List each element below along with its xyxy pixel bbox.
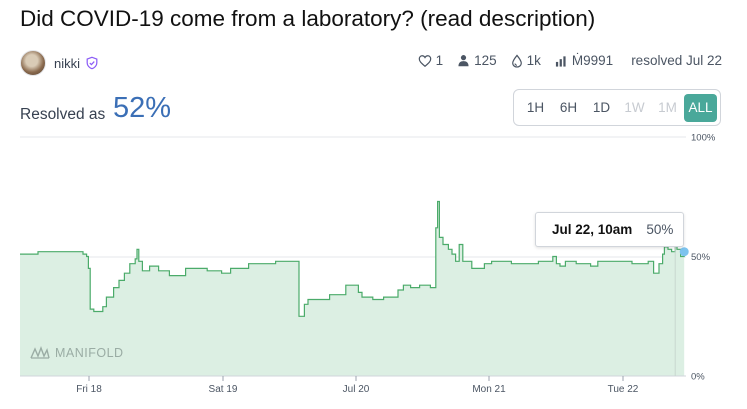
x-tick-label: Mon 21 [472, 384, 506, 395]
tooltip-date: Jul 22, 10am [552, 222, 633, 237]
resolution-value: 52% [113, 92, 172, 124]
range-all-button[interactable]: ALL [684, 93, 717, 122]
volume-amount: Ṁ9991 [571, 53, 614, 68]
resolved-date: resolved Jul 22 [631, 53, 722, 68]
stats-bar: 1 125 1k Ṁ9991 resolved Jul 22 [404, 53, 722, 68]
heart-icon [418, 54, 431, 67]
resolution-label: Resolved as [20, 106, 106, 123]
range-1w-button: 1W [624, 100, 645, 115]
author-name[interactable]: nikki [54, 55, 81, 71]
tooltip-value: 50% [646, 222, 674, 237]
y-tick-label: 50% [691, 252, 711, 263]
volume-stat: Ṁ9991 [555, 53, 613, 68]
manifold-watermark: MANIFOLD [30, 346, 124, 360]
shield-check-icon [86, 56, 98, 70]
liquidity-stat: 1k [511, 53, 541, 68]
range-1m-button: 1M [658, 100, 677, 115]
x-tick-label: Fri 18 [76, 384, 102, 395]
x-tick-label: Jul 20 [343, 384, 370, 395]
x-tick-label: Sat 19 [209, 384, 238, 395]
author-info[interactable]: nikki [20, 50, 99, 76]
x-tick-label: Tue 22 [608, 384, 639, 395]
watermark-text: MANIFOLD [55, 346, 124, 360]
manifold-logo-icon [30, 346, 50, 359]
range-1h-button[interactable]: 1H [526, 100, 545, 115]
user-icon [458, 55, 469, 67]
y-tick-label: 100% [691, 133, 716, 144]
liquidity-amount: 1k [526, 53, 541, 68]
current-value-dot [679, 247, 689, 257]
y-tick-label: 0% [691, 372, 705, 383]
traders-count: 125 [474, 53, 497, 68]
likes-stat[interactable]: 1 [418, 53, 444, 68]
droplet-icon [511, 53, 522, 68]
traders-stat: 125 [457, 53, 497, 68]
chart-tooltip: Jul 22, 10am 50% [535, 212, 684, 247]
time-range-selector: 1H 6H 1D 1W 1M ALL [513, 89, 721, 126]
range-1d-button[interactable]: 1D [592, 100, 611, 115]
avatar[interactable] [20, 50, 46, 76]
range-6h-button[interactable]: 6H [559, 100, 578, 115]
likes-count: 1 [435, 53, 444, 68]
bar-chart-icon [555, 55, 566, 67]
page-title: Did COVID-19 come from a laboratory? (re… [20, 6, 596, 31]
